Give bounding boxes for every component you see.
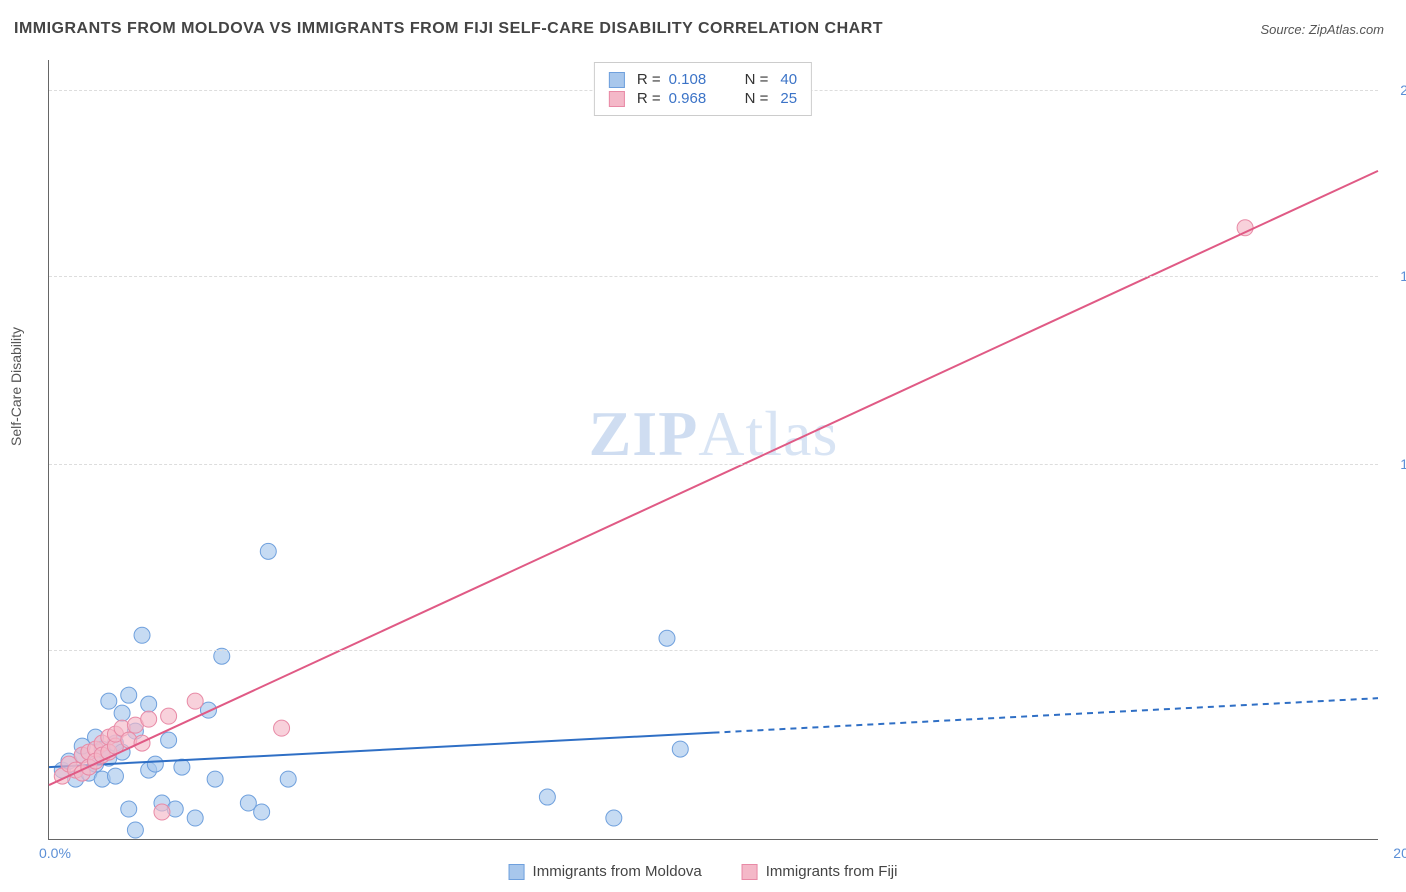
data-point: [254, 804, 270, 820]
chart-title: IMMIGRANTS FROM MOLDOVA VS IMMIGRANTS FR…: [14, 20, 883, 38]
data-point: [260, 543, 276, 559]
r-value: 0.968: [669, 90, 719, 107]
gridline: [49, 464, 1378, 465]
legend-series-item: Immigrants from Fiji: [742, 863, 898, 880]
data-point: [606, 810, 622, 826]
data-point: [154, 804, 170, 820]
legend-series: Immigrants from Moldova Immigrants from F…: [509, 863, 898, 880]
r-label: R =: [637, 71, 661, 88]
data-point: [187, 693, 203, 709]
legend-series-label: Immigrants from Fiji: [766, 863, 898, 880]
n-label: N =: [745, 90, 769, 107]
trend-line: [49, 733, 714, 767]
legend-correlation-row: R = 0.108 N = 40: [609, 71, 797, 88]
y-tick-label: 25.0%: [1400, 82, 1406, 98]
data-point: [141, 711, 157, 727]
r-value: 0.108: [669, 71, 719, 88]
data-point: [141, 696, 157, 712]
y-tick-label: 12.5%: [1400, 456, 1406, 472]
gridline: [49, 650, 1378, 651]
data-point: [161, 732, 177, 748]
gridline: [49, 276, 1378, 277]
y-tick-label: 18.8%: [1400, 268, 1406, 284]
data-point: [659, 630, 675, 646]
x-max-label: 20.0%: [1393, 845, 1406, 861]
data-point: [274, 720, 290, 736]
data-point: [280, 771, 296, 787]
data-point: [187, 810, 203, 826]
chart-svg: [49, 60, 1378, 839]
data-point: [101, 693, 117, 709]
data-point: [672, 741, 688, 757]
data-point: [121, 687, 137, 703]
plot-area: ZIPAtlas 0.0% 20.0% 6.3%12.5%18.8%25.0%: [48, 60, 1378, 840]
data-point: [1237, 220, 1253, 236]
trend-line-dashed: [714, 698, 1379, 732]
legend-correlation-row: R = 0.968 N = 25: [609, 90, 797, 107]
data-point: [539, 789, 555, 805]
legend-correlation-box: R = 0.108 N = 40 R = 0.968 N = 25: [594, 62, 812, 116]
data-point: [134, 627, 150, 643]
legend-swatch: [609, 91, 625, 107]
source-label: Source: ZipAtlas.com: [1260, 22, 1384, 37]
n-label: N =: [745, 71, 769, 88]
y-axis-label: Self-Care Disability: [8, 327, 24, 446]
data-point: [147, 756, 163, 772]
data-point: [107, 768, 123, 784]
legend-swatch: [509, 864, 525, 880]
n-value: 40: [780, 71, 797, 88]
n-value: 25: [780, 90, 797, 107]
data-point: [121, 801, 137, 817]
data-point: [127, 822, 143, 838]
data-point: [207, 771, 223, 787]
r-label: R =: [637, 90, 661, 107]
legend-series-item: Immigrants from Moldova: [509, 863, 702, 880]
x-min-label: 0.0%: [39, 845, 71, 861]
data-point: [161, 708, 177, 724]
legend-series-label: Immigrants from Moldova: [533, 863, 702, 880]
trend-line: [49, 171, 1378, 785]
legend-swatch: [609, 72, 625, 88]
data-point: [114, 705, 130, 721]
legend-swatch: [742, 864, 758, 880]
